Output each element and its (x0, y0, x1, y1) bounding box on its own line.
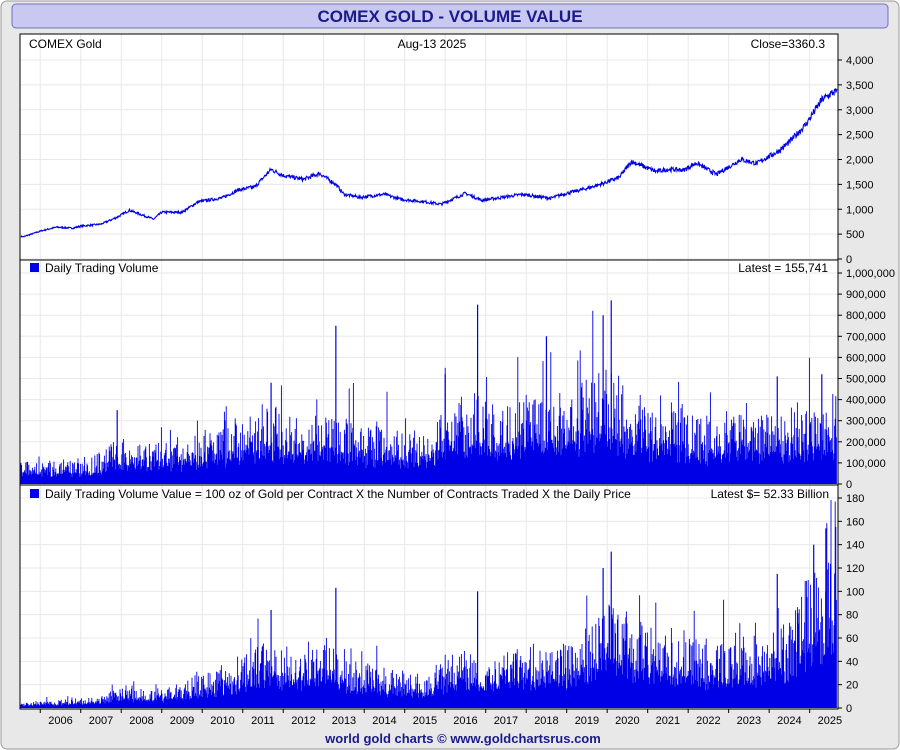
value-latest: Latest $= 52.33 Billion (711, 487, 829, 501)
x-tick-label-2020: 2020 (615, 715, 639, 727)
y-tick-label-2-9: 0 (846, 703, 852, 715)
x-tick-label-2006: 2006 (48, 715, 72, 727)
y-axis-ticks: 4,000 3,500 3,000 2,500 2,000 1,500 1,000 500 0 1… (838, 55, 895, 715)
x-tick-label-2016: 2016 (453, 715, 477, 727)
y-tick-label-1-2: 800,000 (846, 310, 886, 322)
y-tick-label-1-9: 100,000 (846, 458, 886, 470)
value-bars (20, 500, 837, 708)
x-tick-label-2021: 2021 (656, 715, 680, 727)
x-tick-label-2023: 2023 (737, 715, 761, 727)
price-header-close: Close=3360.3 (751, 37, 826, 51)
y-tick-label-1-7: 300,000 (846, 416, 886, 428)
y-tick-label-0-2: 3,000 (846, 105, 874, 117)
x-tick-label-2024: 2024 (777, 715, 801, 727)
y-tick-label-0-1: 3,500 (846, 80, 874, 92)
volume-bars (20, 310, 837, 484)
y-tick-label-2-5: 80 (846, 610, 858, 622)
value-series-layer (20, 500, 837, 708)
y-tick-label-1-8: 200,000 (846, 437, 886, 449)
x-tick-label-2014: 2014 (372, 715, 396, 727)
chart-title: COMEX GOLD - VOLUME VALUE (317, 7, 582, 26)
price-header-date: Aug-13 2025 (398, 37, 467, 51)
y-tick-label-1-1: 900,000 (846, 289, 886, 301)
value-panel (19, 484, 839, 710)
y-tick-label-1-6: 400,000 (846, 395, 886, 407)
y-tick-label-2-7: 40 (846, 656, 858, 668)
x-tick-label-2012: 2012 (291, 715, 315, 727)
y-tick-label-2-0: 180 (846, 493, 864, 505)
y-tick-label-0-7: 500 (846, 229, 864, 241)
footer-credit: world gold charts © www.goldchartsrus.co… (324, 731, 601, 746)
x-tick-label-2008: 2008 (129, 715, 153, 727)
x-tick-label-2007: 2007 (89, 715, 113, 727)
y-tick-label-2-8: 20 (846, 680, 858, 692)
y-tick-label-2-2: 140 (846, 540, 864, 552)
x-tick-label-2022: 2022 (696, 715, 720, 727)
price-panel (19, 33, 839, 261)
x-tick-label-2011: 2011 (251, 715, 275, 727)
x-tick-label-2009: 2009 (170, 715, 194, 727)
x-tick-label-2019: 2019 (575, 715, 599, 727)
y-tick-label-1-10: 0 (846, 479, 852, 491)
x-tick-label-2015: 2015 (413, 715, 437, 727)
y-tick-label-0-6: 1,000 (846, 204, 874, 216)
y-tick-label-2-3: 120 (846, 563, 864, 575)
x-tick-label-2018: 2018 (534, 715, 558, 727)
value-legend-label: Daily Trading Volume Value = 100 oz of G… (45, 487, 631, 501)
value-legend-swatch (30, 489, 39, 498)
volume-legend-label: Daily Trading Volume (45, 261, 159, 275)
y-tick-label-0-8: 0 (846, 254, 852, 266)
y-tick-label-1-5: 500,000 (846, 374, 886, 386)
y-tick-label-0-4: 2,000 (846, 155, 874, 167)
volume-latest: Latest = 155,741 (738, 261, 828, 275)
volume-legend-swatch (30, 263, 39, 272)
y-tick-label-0-0: 4,000 (846, 55, 874, 67)
volume-series-layer (20, 300, 837, 484)
y-tick-label-0-5: 1,500 (846, 179, 874, 191)
x-tick-label-2010: 2010 (210, 715, 234, 727)
y-tick-label-0-3: 2,500 (846, 130, 874, 142)
y-tick-label-2-4: 100 (846, 586, 864, 598)
title-band (11, 3, 889, 29)
y-tick-label-2-1: 160 (846, 516, 864, 528)
x-tick-label-2025: 2025 (818, 715, 842, 727)
price-header-left: COMEX Gold (29, 37, 102, 51)
y-tick-label-2-6: 60 (846, 633, 858, 645)
plot-border (19, 33, 839, 710)
price-line (20, 88, 838, 238)
price-series-layer (20, 88, 838, 238)
y-tick-label-1-4: 600,000 (846, 352, 886, 364)
x-tick-label-2013: 2013 (332, 715, 356, 727)
y-tick-label-1-3: 700,000 (846, 331, 886, 343)
y-tick-label-1-0: 1,000,000 (846, 268, 895, 280)
x-tick-label-2017: 2017 (494, 715, 518, 727)
x-axis-ticks: 2006 2007 2008 2009 2010 2011 2012 2013 2014 2015… (39, 709, 842, 727)
